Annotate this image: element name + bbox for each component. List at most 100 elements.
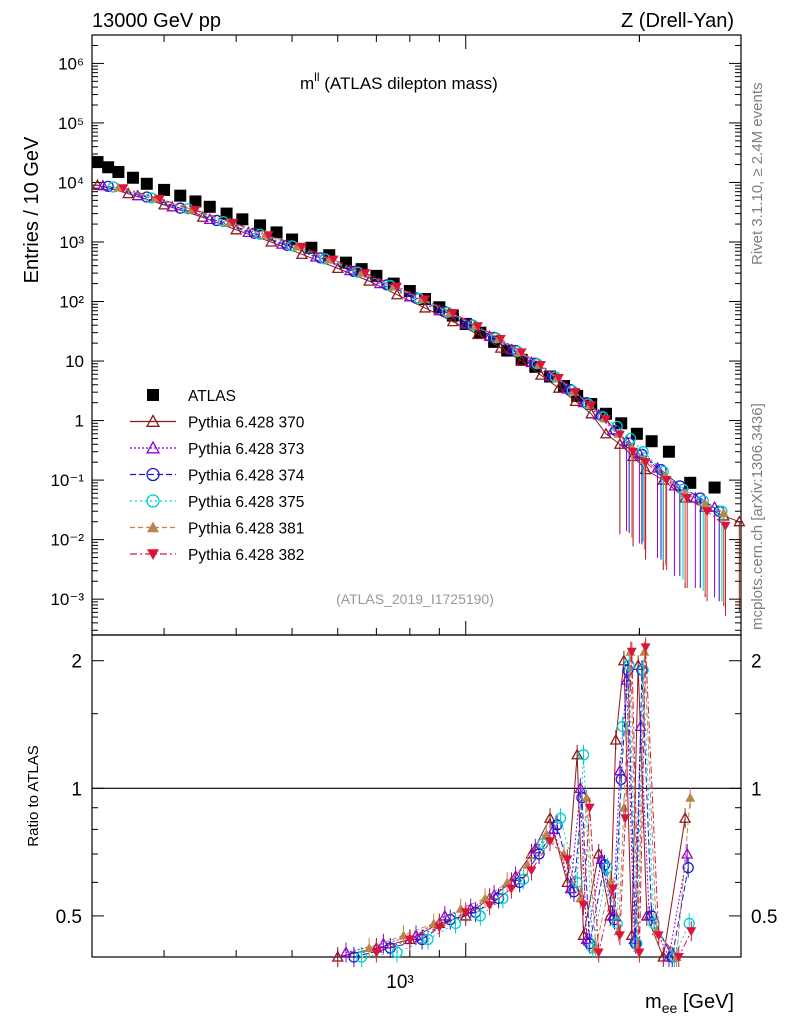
ratio-point bbox=[537, 838, 549, 850]
data-point bbox=[339, 256, 352, 269]
data-point bbox=[390, 288, 404, 300]
data-point bbox=[122, 187, 135, 199]
data-point bbox=[102, 161, 115, 174]
legend: ATLAS Pythia 6.428 370 Pythia 6.428 373 Pyt… bbox=[130, 388, 305, 564]
data-point bbox=[702, 507, 713, 517]
ratio-point bbox=[502, 877, 513, 887]
ratio-point bbox=[364, 943, 375, 953]
ratio-point bbox=[551, 819, 563, 831]
ratio-point bbox=[581, 792, 592, 802]
data-point bbox=[585, 407, 598, 419]
ratio-point bbox=[547, 823, 560, 835]
data-point bbox=[515, 354, 528, 366]
y-tick-label: 10² bbox=[59, 293, 84, 312]
ratio-point bbox=[623, 659, 635, 672]
mcplots-label: mcplots.cern.ch [arXiv:1306.3436] bbox=[749, 403, 766, 630]
ratio-point bbox=[497, 892, 509, 905]
data-point bbox=[600, 415, 611, 425]
data-point bbox=[102, 180, 114, 193]
data-point bbox=[275, 237, 288, 249]
series-6 bbox=[118, 184, 731, 616]
ratio-y-tick-label: 0.5 bbox=[56, 907, 82, 928]
ratio-point bbox=[422, 933, 434, 946]
ratio-point bbox=[409, 928, 423, 940]
data-point bbox=[630, 427, 643, 440]
ratio-point bbox=[609, 733, 622, 745]
data-point bbox=[328, 255, 339, 265]
data-point bbox=[640, 458, 651, 468]
data-point bbox=[228, 218, 239, 228]
data-point bbox=[472, 322, 483, 332]
data-point bbox=[174, 202, 186, 214]
data-point bbox=[96, 179, 110, 191]
data-point bbox=[420, 295, 431, 305]
legend-label: ATLAS bbox=[188, 388, 236, 405]
ratio-point bbox=[593, 948, 604, 958]
ratio-point bbox=[460, 908, 471, 918]
ratio-series-line bbox=[376, 647, 692, 958]
data-point bbox=[733, 515, 746, 527]
data-point bbox=[292, 241, 303, 251]
data-point bbox=[471, 328, 485, 340]
data-point bbox=[684, 476, 697, 489]
data-point bbox=[189, 195, 202, 208]
data-point bbox=[495, 334, 506, 344]
y-tick-label: 10⁻³ bbox=[50, 590, 84, 609]
data-point bbox=[158, 183, 171, 196]
ratio-point bbox=[574, 781, 587, 793]
data-point bbox=[586, 401, 597, 411]
data-point bbox=[645, 435, 658, 448]
ratio-point bbox=[571, 748, 584, 760]
ratio-point bbox=[598, 859, 611, 871]
series-3 bbox=[102, 180, 725, 602]
data-point bbox=[720, 521, 731, 531]
ratio-point bbox=[517, 873, 530, 885]
data-point bbox=[570, 388, 581, 398]
y-tick-label: 10³ bbox=[59, 233, 84, 252]
legend-label: Pythia 6.428 381 bbox=[188, 521, 304, 538]
data-point bbox=[236, 213, 249, 226]
legend-label: Pythia 6.428 374 bbox=[188, 468, 305, 485]
ratio-point bbox=[685, 792, 696, 802]
ratio-point bbox=[637, 664, 649, 676]
ratio-point bbox=[678, 811, 692, 823]
plot-title: mll (ATLAS dilepton mass) bbox=[300, 70, 498, 93]
ratio-point bbox=[404, 935, 415, 945]
ratio-point bbox=[584, 803, 595, 813]
ratio-point bbox=[561, 876, 574, 888]
data-point bbox=[501, 344, 514, 357]
ratio-point bbox=[620, 814, 631, 824]
ratio-point bbox=[614, 931, 625, 941]
x-axis-label: mee [GeV] bbox=[645, 991, 734, 1016]
ratio-point bbox=[622, 664, 634, 676]
ratio-point bbox=[634, 948, 645, 958]
rivet-version-label: Rivet 3.1.10, ≥ 2.4M events bbox=[749, 83, 766, 266]
data-point bbox=[331, 262, 344, 274]
data-point bbox=[553, 373, 564, 383]
main-plot-panel: mll (ATLAS dilepton mass) Entries / 10 G… bbox=[21, 34, 746, 636]
ratio-y-tick-label: 1 bbox=[71, 779, 82, 800]
header-left: 13000 GeV pp bbox=[92, 10, 221, 32]
ratio-series-2 bbox=[348, 660, 694, 967]
y-tick-label: 1 bbox=[75, 412, 84, 431]
legend-label: Pythia 6.428 370 bbox=[188, 415, 305, 432]
data-point bbox=[637, 446, 649, 458]
ratio-point bbox=[577, 749, 590, 761]
legend-label: Pythia 6.428 373 bbox=[188, 441, 304, 458]
data-point bbox=[265, 235, 278, 247]
legend-marker bbox=[145, 414, 161, 427]
data-point bbox=[569, 395, 582, 407]
series-line bbox=[113, 186, 723, 512]
ratio-point bbox=[339, 946, 353, 958]
data-point bbox=[624, 432, 637, 445]
data-point bbox=[535, 360, 546, 370]
ratio-point bbox=[682, 861, 694, 874]
legend-marker bbox=[147, 549, 159, 560]
data-point bbox=[628, 447, 639, 457]
legend-marker bbox=[145, 440, 161, 454]
data-point bbox=[112, 165, 125, 178]
ratio-point bbox=[626, 647, 637, 657]
data-point bbox=[174, 189, 187, 202]
ratio-point bbox=[543, 811, 557, 823]
data-point bbox=[348, 265, 360, 278]
